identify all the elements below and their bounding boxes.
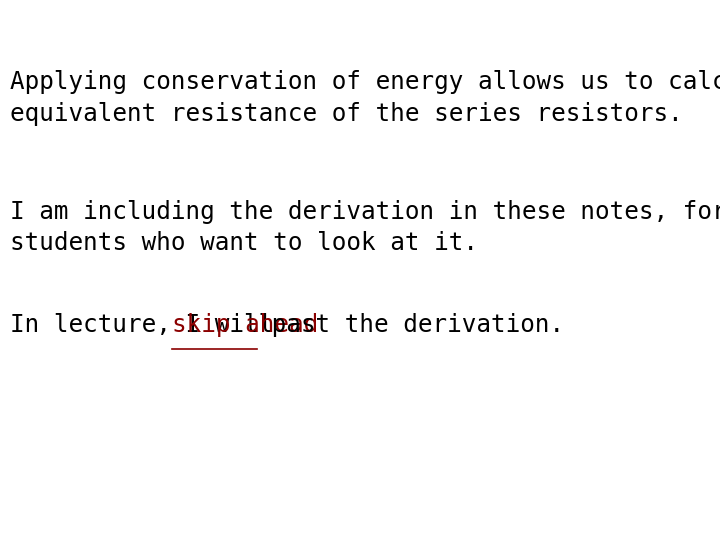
Text: skip ahead: skip ahead xyxy=(172,313,318,337)
Text: Applying conservation of energy allows us to calculate the
equivalent resistance: Applying conservation of energy allows u… xyxy=(10,70,720,126)
Text: I am including the derivation in these notes, for the benefit of
students who wa: I am including the derivation in these n… xyxy=(10,200,720,255)
Text: In lecture, I will: In lecture, I will xyxy=(10,313,287,337)
Text: past the derivation.: past the derivation. xyxy=(257,313,564,337)
